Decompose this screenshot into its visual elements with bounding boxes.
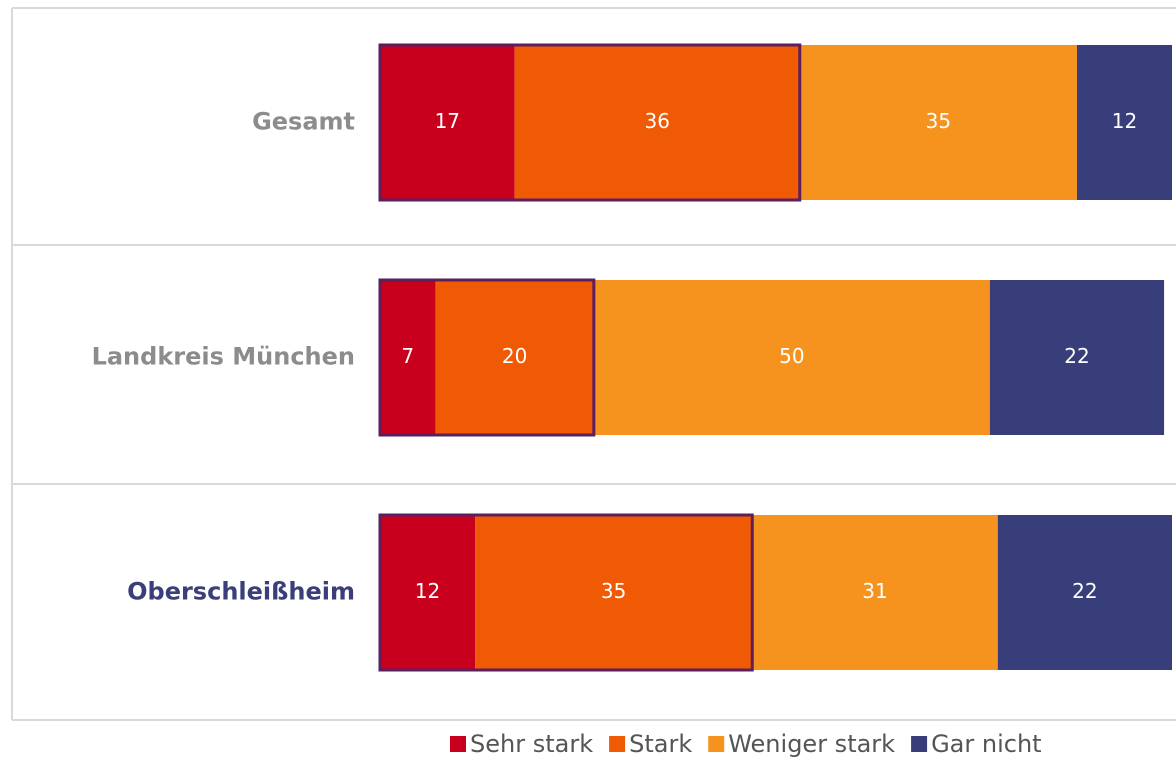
bar-segment xyxy=(380,515,476,670)
data-label: 17 xyxy=(435,109,460,133)
data-label: 20 xyxy=(502,344,527,368)
data-label: 12 xyxy=(1112,109,1137,133)
bar-segment xyxy=(435,280,594,435)
legend-swatch xyxy=(911,736,928,752)
bar-segment xyxy=(989,280,1165,435)
category-label: Landkreis München xyxy=(92,343,355,371)
legend-swatch xyxy=(450,736,466,752)
legend-label: Stark xyxy=(629,730,692,757)
bar-segment xyxy=(475,515,753,670)
data-label: 35 xyxy=(926,109,951,133)
data-label: 31 xyxy=(862,579,887,603)
highlight-outline xyxy=(378,278,596,437)
legend-label: Sehr stark xyxy=(470,730,593,757)
data-label: 36 xyxy=(644,109,669,133)
bar-segment xyxy=(380,280,436,435)
category-label: Oberschleißheim xyxy=(127,578,355,606)
bar-segment xyxy=(593,280,990,435)
bar-segment xyxy=(380,45,515,200)
bar-segment xyxy=(997,515,1172,670)
bar-segment xyxy=(799,45,1077,200)
legend-label: Gar nicht xyxy=(931,730,1042,757)
data-label: 22 xyxy=(1064,344,1089,368)
bar-segment xyxy=(514,45,800,200)
legend-swatch xyxy=(609,736,626,752)
highlight-outline xyxy=(378,43,802,202)
highlight-outline xyxy=(378,513,754,672)
legend-swatch xyxy=(708,736,725,752)
data-label: 50 xyxy=(779,344,804,368)
data-label: 35 xyxy=(601,579,626,603)
legend-label: Weniger stark xyxy=(728,730,895,757)
data-label: 22 xyxy=(1072,579,1097,603)
category-label: Gesamt xyxy=(252,108,355,136)
data-label: 7 xyxy=(401,344,414,368)
data-label: 12 xyxy=(415,579,440,603)
bar-segment xyxy=(752,515,998,670)
bar-segment xyxy=(1076,45,1172,200)
